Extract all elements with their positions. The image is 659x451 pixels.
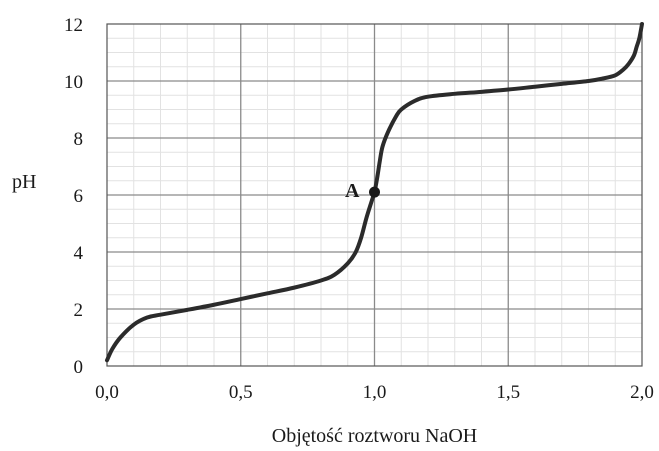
equivalence-point-marker: [369, 186, 380, 198]
y-tick-label: 2: [74, 300, 84, 321]
y-tick-label: 4: [74, 243, 84, 264]
series-group: [105, 22, 644, 363]
y-tick-label: 12: [64, 15, 83, 36]
x-tick-label: 1,0: [363, 382, 387, 403]
annotation-group: A: [345, 180, 380, 202]
x-axis-title: Objętość roztworu NaOH: [272, 425, 478, 447]
titration-curve: [105, 22, 644, 363]
y-tick-label: 0: [74, 357, 84, 378]
y-axis-title: pH: [12, 171, 36, 193]
equivalence-point-label: A: [345, 180, 360, 202]
x-tick-label: 2,0: [630, 382, 654, 403]
y-tick-label: 10: [64, 72, 83, 93]
y-tick-label: 8: [74, 129, 84, 150]
x-tick-label: 0,5: [229, 382, 253, 403]
plot-frame: [106, 23, 643, 367]
x-tick-label: 1,5: [496, 382, 520, 403]
y-tick-label: 6: [74, 186, 84, 207]
y-tick-labels: 0 2 4 6 8 10 12: [64, 15, 84, 378]
x-tick-label: 0,0: [95, 382, 119, 403]
x-tick-labels: 0,0 0,5 1,0 1,5 2,0: [95, 382, 654, 403]
